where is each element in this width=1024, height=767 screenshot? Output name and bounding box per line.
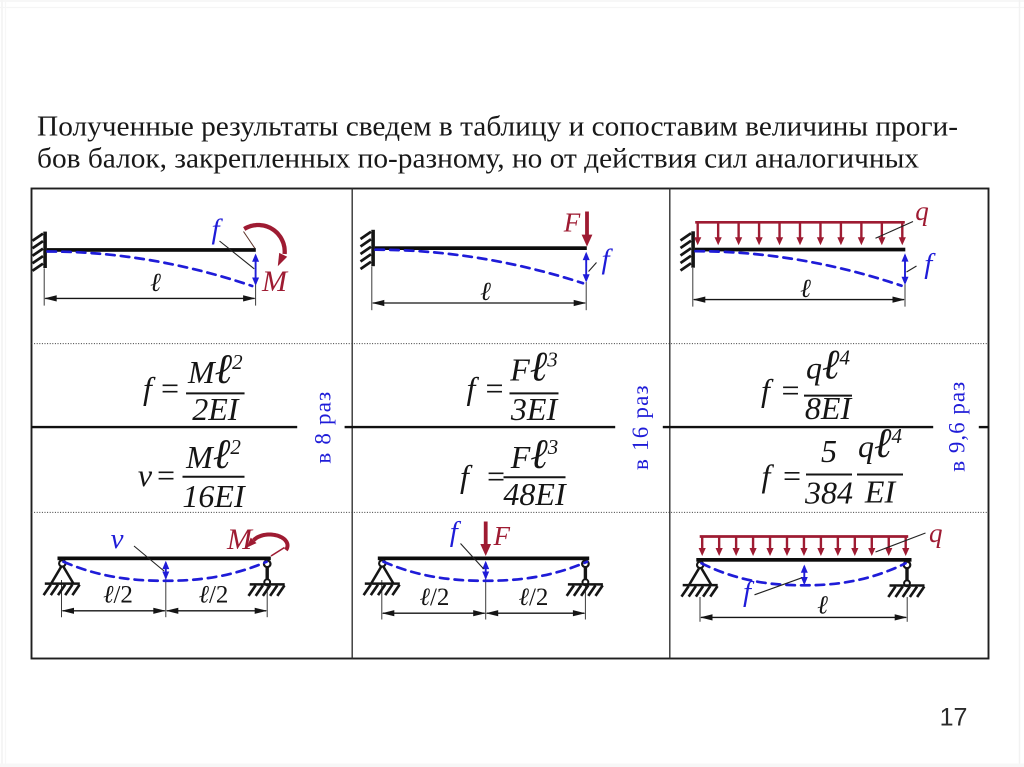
svg-text:в 9,6 раз: в 9,6 раз (945, 381, 970, 472)
svg-text:5: 5 (821, 433, 837, 469)
svg-text:F: F (563, 207, 581, 237)
svg-text:q: q (929, 518, 943, 548)
svg-text:Полученные результаты сведем в: Полученные результаты сведем в таблицу и… (37, 112, 958, 143)
svg-text:M: M (226, 523, 254, 556)
svg-text:=: = (157, 457, 175, 493)
svg-text:3EI: 3EI (510, 391, 559, 427)
svg-text:в 16 раз: в 16 раз (628, 384, 653, 470)
svg-text:48EI: 48EI (503, 476, 567, 512)
svg-text:F: F (493, 521, 511, 551)
svg-text:qℓ4: qℓ4 (858, 421, 903, 467)
svg-text:M: M (261, 265, 289, 298)
svg-text:8EI: 8EI (805, 390, 853, 426)
svg-text:v: v (111, 523, 124, 555)
svg-text:EI: EI (864, 473, 897, 509)
svg-text:=: = (783, 458, 801, 494)
svg-text:=: = (161, 370, 179, 406)
svg-text:384: 384 (804, 475, 853, 511)
svg-text:16EI: 16EI (182, 478, 246, 514)
svg-text:ℓ/2: ℓ/2 (420, 584, 450, 611)
svg-text:17: 17 (940, 704, 968, 732)
svg-text:ℓ: ℓ (150, 268, 161, 297)
svg-text:в 8 раз: в 8 раз (310, 391, 335, 464)
svg-text:2EI: 2EI (192, 391, 240, 427)
svg-text:v: v (138, 457, 153, 493)
svg-text:=: = (485, 370, 503, 406)
svg-text:ℓ: ℓ (817, 591, 828, 620)
svg-text:ℓ/2: ℓ/2 (103, 581, 133, 608)
svg-text:ℓ/2: ℓ/2 (519, 584, 549, 611)
svg-text:ℓ: ℓ (800, 274, 811, 303)
svg-text:ℓ: ℓ (480, 277, 491, 306)
svg-text:бов балок, закрепленных по-раз: бов балок, закрепленных по-разному, но о… (37, 144, 919, 175)
svg-text:q: q (915, 196, 929, 226)
svg-text:Mℓ2: Mℓ2 (187, 347, 243, 393)
svg-text:ℓ/2: ℓ/2 (199, 581, 229, 608)
svg-text:=: = (487, 458, 505, 494)
svg-text:=: = (781, 372, 799, 408)
